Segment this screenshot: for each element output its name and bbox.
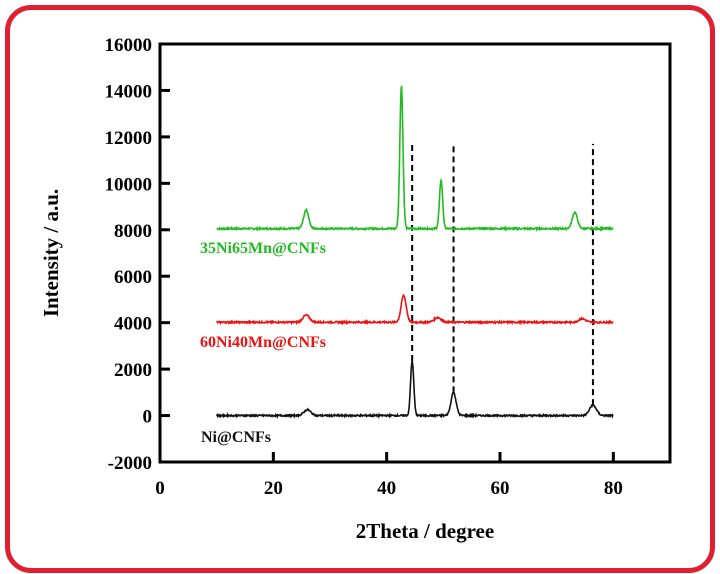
y-axis-title: Intensity / a.u. (39, 189, 63, 317)
y-tick-label: 8000 (114, 221, 152, 242)
x-tick-label: 80 (604, 478, 623, 499)
x-axis-title: 2Theta / degree (356, 519, 494, 543)
series-label-35ni65mn: 35Ni65Mn@CNFs (200, 240, 326, 257)
y-tick-label: 6000 (114, 267, 152, 288)
y-tick-label: 16000 (105, 35, 153, 56)
series-label-60ni40mn: 60Ni40Mn@CNFs (200, 334, 326, 351)
x-tick-label: 0 (155, 478, 165, 499)
x-tick-label: 60 (491, 478, 510, 499)
y-tick-label: 0 (143, 407, 153, 428)
y-tick-label: 14000 (105, 81, 153, 102)
y-tick-label: 10000 (105, 174, 153, 195)
figure-frame (5, 5, 715, 573)
y-tick-label: 4000 (114, 314, 152, 335)
x-tick-label: 40 (377, 478, 396, 499)
series-line-1 (215, 293, 614, 326)
y-tick-label: 12000 (105, 128, 153, 149)
y-tick-label: -2000 (108, 453, 152, 474)
y-tick-label: 2000 (114, 360, 152, 381)
x-tick-label: 20 (264, 478, 283, 499)
series-label-ni: Ni@CNFs (201, 429, 271, 446)
series-line-0 (216, 85, 614, 232)
plot-area (158, 42, 672, 464)
series-line-2 (215, 360, 614, 420)
